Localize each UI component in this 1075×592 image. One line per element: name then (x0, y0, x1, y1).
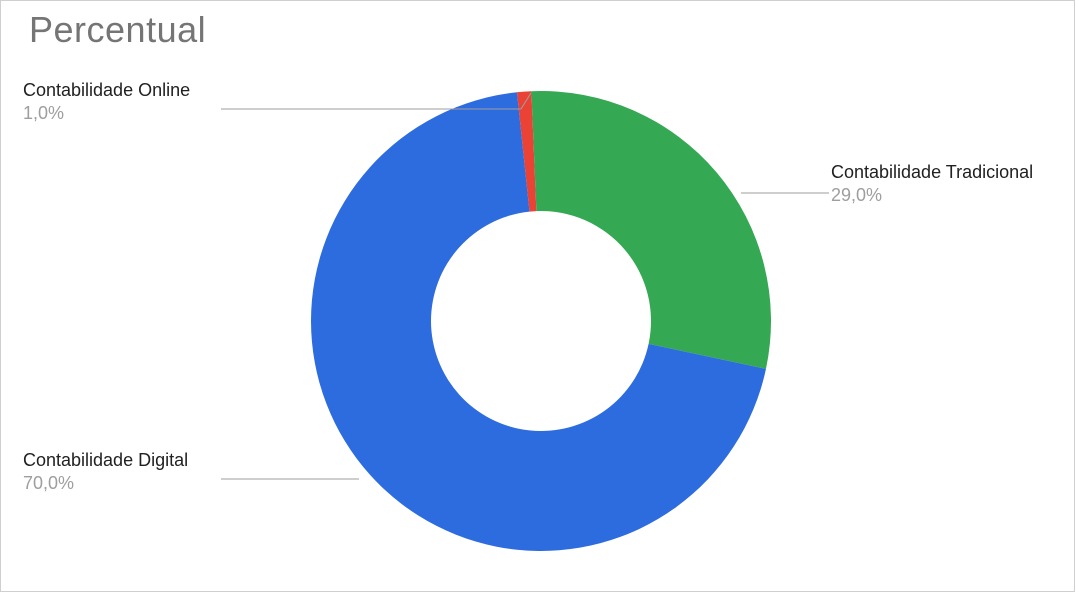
slice-percent: 1,0% (23, 102, 190, 125)
slice-percent: 29,0% (831, 184, 1033, 207)
slice-label: Contabilidade Online (23, 79, 190, 102)
donut-svg (311, 91, 771, 551)
slice-callout: Contabilidade Digital70,0% (23, 449, 188, 494)
slice-label: Contabilidade Digital (23, 449, 188, 472)
slice-callout: Contabilidade Tradicional29,0% (831, 161, 1033, 206)
donut-chart (311, 91, 771, 551)
donut-slice (531, 91, 771, 369)
chart-frame: Percentual Contabilidade Online1,0%Conta… (0, 0, 1075, 592)
slice-percent: 70,0% (23, 472, 188, 495)
slice-callout: Contabilidade Online1,0% (23, 79, 190, 124)
chart-title: Percentual (29, 9, 206, 51)
slice-label: Contabilidade Tradicional (831, 161, 1033, 184)
